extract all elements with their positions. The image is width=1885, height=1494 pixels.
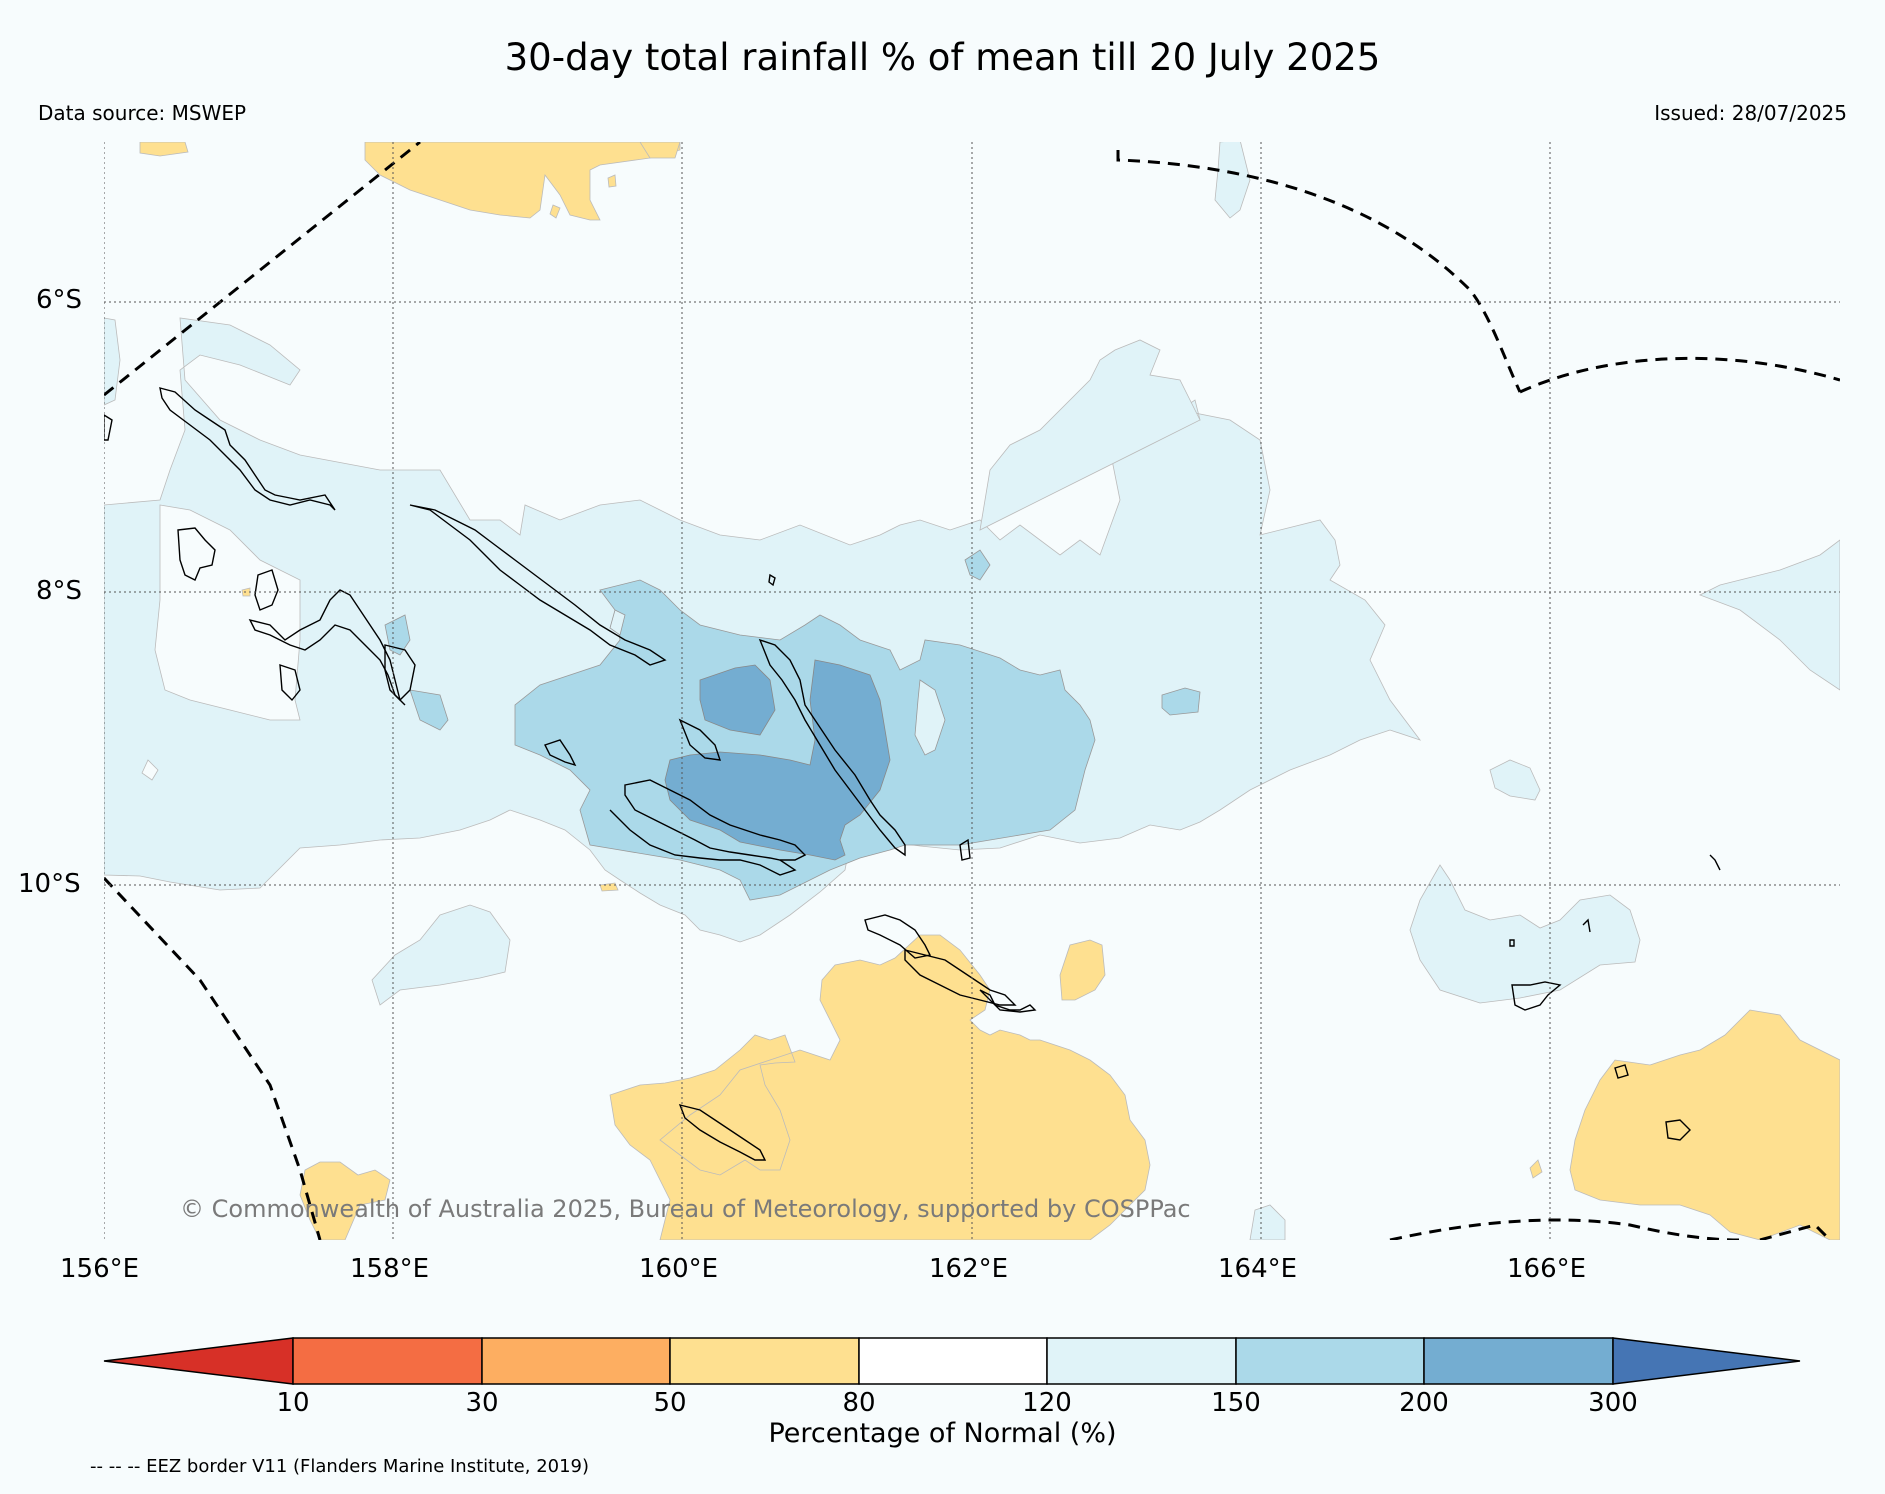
colorbar-tick: 80: [842, 1388, 876, 1418]
rainfall-region-50-80: [299, 1161, 391, 1240]
rainfall-region-120-150: [1409, 864, 1641, 1004]
eez-border: [104, 876, 322, 1240]
rainfall-region-150-200: [964, 549, 991, 581]
eez-border: [104, 142, 421, 397]
rainfall-region-150-200: [1161, 687, 1201, 716]
rainfall-region-120-150: [1214, 142, 1251, 219]
lat-label-8s: 8°S: [36, 576, 83, 606]
rainfall-region-200-300: [664, 659, 891, 861]
rainfall-region-50-80: [609, 934, 1151, 1240]
coastline: [177, 527, 216, 581]
issued-date-label: Issued: 28/07/2025: [1654, 101, 1847, 125]
rainfall-region-120-150: [1249, 1204, 1286, 1240]
rainfall-region-50-80: [1059, 939, 1106, 1001]
lat-label-6s: 6°S: [36, 285, 83, 315]
rainfall-region-150-200: [514, 579, 1096, 901]
eez-border: [1519, 356, 1840, 394]
rainfall-region-120-150: [979, 339, 1201, 531]
coastline: [1509, 939, 1515, 947]
colorbar-segment-gt300: [1612, 1337, 1801, 1385]
rainfall-region-50-80: [549, 204, 561, 219]
rainfall-region-120-150: [609, 609, 626, 636]
coastline: [159, 387, 336, 511]
coastline: [279, 664, 301, 702]
eez-borders: [104, 142, 1840, 1240]
coastline: [104, 414, 113, 441]
eez-border: [1116, 150, 1522, 393]
lon-label-162e: 162°E: [929, 1254, 1009, 1284]
colorbar-tick: 30: [465, 1388, 499, 1418]
colorbar-segment-200-300: [1423, 1337, 1614, 1385]
eez-legend-note: -- -- -- EEZ border V11 (Flanders Marine…: [90, 1456, 590, 1477]
colorbar-tick: 200: [1399, 1388, 1449, 1418]
coastline: [1511, 981, 1562, 1011]
coastline: [609, 809, 797, 876]
rainfall-region-80-120: [141, 759, 159, 781]
coastline: [959, 838, 971, 861]
coastlines: [104, 387, 1721, 1161]
lon-label-160e: 160°E: [639, 1254, 719, 1284]
rainfall-region-120-150: [104, 317, 1422, 943]
coastline: [864, 914, 932, 959]
rainfall-region-120-150: [914, 679, 946, 756]
coastline: [624, 779, 807, 861]
coastline: [678, 718, 722, 761]
coastline: [1709, 854, 1721, 871]
coastline: [768, 573, 776, 587]
coastline: [384, 644, 416, 701]
colorbar-segment-lt10: [103, 1337, 294, 1385]
rainfall-region-50-80: [1529, 1159, 1543, 1179]
coastline: [1582, 918, 1591, 933]
colorbar-segment-120-150: [1046, 1337, 1237, 1385]
rainfall-region-50-80: [1569, 1009, 1840, 1240]
coastline: [758, 638, 906, 857]
gridlines: [104, 142, 1840, 1240]
rainfall-region-150-200: [409, 689, 449, 731]
lon-label-164e: 164°E: [1218, 1254, 1298, 1284]
copyright-credit: © Commonwealth of Australia 2025, Bureau…: [180, 1195, 1191, 1223]
rainfall-region-120-150: [371, 904, 511, 1006]
rainfall-region-120-150: [104, 317, 121, 406]
colorbar-segment-80-120: [858, 1337, 1048, 1385]
colorbar-segment-150-200: [1235, 1337, 1425, 1385]
coastline: [254, 569, 279, 611]
colorbar-tick: 10: [276, 1388, 310, 1418]
lon-label-166e: 166°E: [1507, 1254, 1587, 1284]
lat-label-10s: 10°S: [18, 869, 81, 899]
rainfall-region-50-80: [364, 142, 681, 221]
colorbar-segment-30-50: [481, 1337, 671, 1385]
eez-border: [1759, 1223, 1832, 1240]
colorbar-tick: 300: [1588, 1388, 1638, 1418]
rainfall-region-50-80: [639, 142, 681, 159]
colorbar-tick: 50: [653, 1388, 687, 1418]
rainfall-region-120-150: [1489, 759, 1541, 801]
colorbar-segment-50-80: [669, 1337, 860, 1385]
colorbar-segment-10-30: [292, 1337, 483, 1385]
rainfall-region-200-300: [699, 664, 776, 736]
rainfall-region-50-80: [139, 142, 189, 157]
coastline: [678, 1103, 767, 1161]
colorbar-tick: 150: [1211, 1388, 1261, 1418]
coastline: [979, 989, 1037, 1013]
lon-label-156e: 156°E: [60, 1254, 140, 1284]
coastline: [1614, 1064, 1629, 1079]
coastline: [1665, 1119, 1691, 1141]
data-source-label: Data source: MSWEP: [38, 101, 247, 125]
rainfall-region-120-150: [1699, 539, 1840, 691]
map-title: 30-day total rainfall % of mean till 20 …: [504, 36, 1381, 79]
coastline: [544, 739, 577, 767]
coastline: [409, 504, 667, 666]
rainfall-region-50-80: [607, 174, 617, 188]
coastline: [248, 589, 406, 706]
coastline: [904, 949, 1017, 1006]
colorbar-label: Percentage of Normal (%): [768, 1418, 1117, 1449]
colorbar-tick: 120: [1022, 1388, 1072, 1418]
colorbar: [103, 1337, 1801, 1385]
lon-label-158e: 158°E: [350, 1254, 430, 1284]
eez-border: [1389, 1218, 1741, 1240]
rainfall-region-80-120: [154, 504, 301, 721]
